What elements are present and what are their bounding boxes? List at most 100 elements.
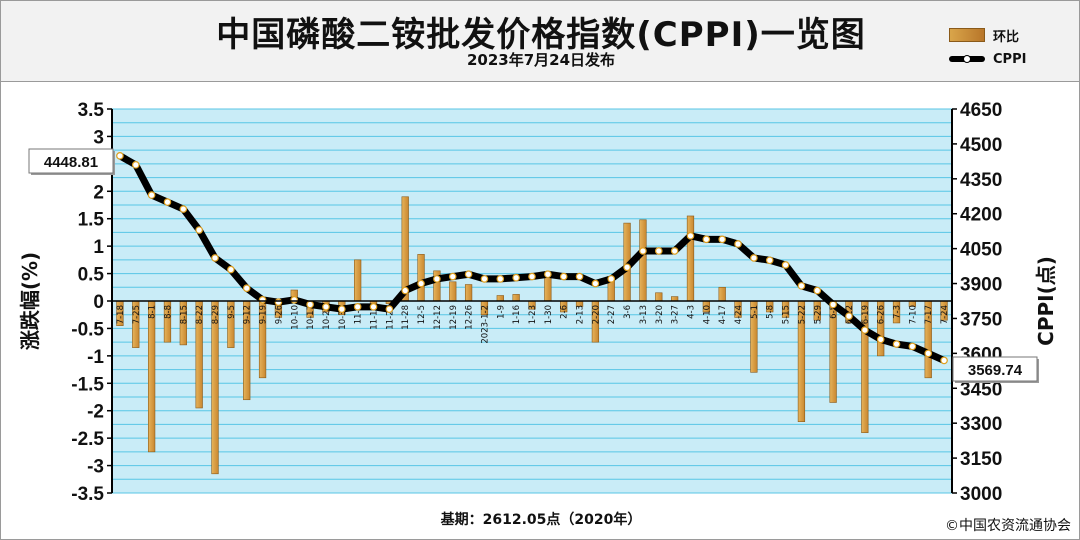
y1-tick-label: -1.5 bbox=[71, 374, 104, 395]
x-tick-label: 5-8 bbox=[766, 305, 776, 319]
line-point bbox=[179, 205, 188, 213]
x-tick-label: 7-18 bbox=[116, 305, 126, 324]
x-tick-label: 3-13 bbox=[639, 305, 649, 324]
line-point bbox=[861, 326, 869, 334]
base-period-note: 基期：2612.05点（2020年） bbox=[440, 512, 642, 528]
bar bbox=[544, 276, 552, 302]
bar bbox=[718, 286, 726, 302]
legend-line-label: CPPI bbox=[993, 51, 1027, 67]
line-point bbox=[670, 247, 679, 255]
line-point bbox=[876, 335, 885, 344]
chart-header: 中国磷酸二铵批发价格指数(CPPI)一览图 2023年7月24日发布 环比 CP… bbox=[1, 1, 1079, 82]
bar bbox=[147, 300, 156, 453]
x-tick-label: 3-20 bbox=[655, 305, 665, 324]
y1-tick-label: -0.5 bbox=[71, 319, 104, 340]
annotations: 4448.81 3569.74 bbox=[28, 148, 1039, 383]
bar-series bbox=[116, 196, 948, 475]
x-tick-label: 9-5 bbox=[227, 305, 237, 319]
line-point bbox=[654, 247, 663, 255]
y2-tick-label: 4650 bbox=[960, 100, 1002, 121]
y1-axis-label: 涨跌幅(%) bbox=[18, 252, 42, 350]
x-tick-label: 6-19 bbox=[861, 305, 871, 324]
y1-tick-label: 3 bbox=[93, 127, 104, 148]
bar bbox=[401, 196, 409, 302]
y2-axis-label: CPPI(点) bbox=[1034, 256, 1058, 346]
line-point bbox=[322, 303, 330, 311]
x-tick-label: 8-8 bbox=[163, 305, 173, 319]
line-series bbox=[116, 152, 948, 365]
x-tick-label: 7-25 bbox=[132, 305, 142, 324]
y1-tick-label: -1 bbox=[87, 347, 104, 368]
bar bbox=[496, 295, 504, 302]
bar bbox=[655, 292, 663, 302]
line-point bbox=[639, 247, 647, 255]
line-point bbox=[607, 275, 616, 283]
line-point bbox=[591, 279, 600, 288]
line-point bbox=[211, 254, 219, 262]
line-point bbox=[227, 265, 235, 274]
x-tick-label: 9-26 bbox=[274, 305, 284, 324]
x-tick-label: 10-10 bbox=[290, 305, 300, 330]
line-point bbox=[575, 272, 584, 281]
x-tick-label: 1-30 bbox=[544, 305, 554, 324]
line-point bbox=[353, 303, 362, 311]
x-tick-label: 12-19 bbox=[449, 305, 459, 330]
y1-tick-label: 0 bbox=[93, 292, 104, 313]
line-point bbox=[417, 279, 425, 288]
y2-tick-label: 3150 bbox=[960, 449, 1002, 470]
line-point bbox=[544, 270, 552, 279]
line-point bbox=[623, 263, 631, 272]
chart-legend: 环比 CPPI bbox=[949, 21, 1069, 73]
line-point bbox=[433, 275, 441, 283]
line-point bbox=[385, 305, 394, 313]
line-point bbox=[480, 275, 489, 283]
line-point bbox=[845, 312, 853, 320]
y2-tick-label: 3450 bbox=[960, 379, 1002, 400]
copyright-text: ©中国农资流通协会 bbox=[945, 518, 1071, 534]
line-point bbox=[813, 286, 822, 295]
y1-tick-label: -3 bbox=[87, 457, 104, 478]
line-point bbox=[131, 161, 140, 169]
x-tick-label: 1-16 bbox=[512, 305, 522, 324]
x-tick-label: 4-24 bbox=[734, 305, 744, 324]
y1-tick-label: 1 bbox=[93, 237, 104, 258]
line-point bbox=[464, 270, 473, 279]
y1-tick-label: 2 bbox=[93, 182, 104, 203]
x-tick-label: 3-6 bbox=[623, 305, 633, 319]
x-tick-label: 1-9 bbox=[496, 305, 506, 319]
legend-item-line: CPPI bbox=[949, 49, 1026, 69]
line-point bbox=[892, 340, 901, 348]
x-tick-label: 7-17 bbox=[924, 305, 934, 324]
line-point bbox=[702, 235, 711, 244]
bar bbox=[211, 300, 219, 475]
y2-tick-label: 3900 bbox=[960, 275, 1002, 296]
y2-tick-label: 3750 bbox=[960, 309, 1002, 330]
line-point bbox=[258, 296, 267, 304]
x-tick-label: 5-1 bbox=[750, 305, 760, 319]
line-point bbox=[369, 303, 378, 311]
x-tick-label: 4-17 bbox=[718, 305, 728, 324]
bar bbox=[354, 259, 362, 302]
bar bbox=[686, 215, 695, 302]
line-point bbox=[163, 198, 172, 206]
annotation-end-value: 3569.74 bbox=[952, 356, 1039, 383]
line-point bbox=[940, 356, 948, 365]
line-point bbox=[147, 191, 156, 199]
line-point bbox=[242, 284, 251, 293]
x-tick-label: 8-15 bbox=[179, 305, 189, 324]
x-tick-label: 9-19 bbox=[259, 305, 269, 324]
combo-chart: 7-18 7-25 8-1 8-8 8-15 8-22 8-29 9-5 9-12 9-19 9-2… bbox=[18, 100, 1058, 505]
gridlines bbox=[112, 108, 952, 494]
x-tick-label: 2023-1-2 bbox=[480, 305, 490, 344]
line-point bbox=[290, 296, 299, 304]
line-point bbox=[116, 152, 124, 160]
y1-tick-label: 0.5 bbox=[78, 265, 105, 286]
y2-tick-label: 3300 bbox=[960, 414, 1002, 435]
y1-tick-label: -3.5 bbox=[71, 484, 104, 505]
legend-bar-swatch bbox=[949, 28, 985, 42]
x-tick-label: 11-7 bbox=[354, 305, 364, 324]
x-tick-label: 5-29 bbox=[813, 305, 823, 324]
x-tick-label: 5-22 bbox=[797, 305, 807, 324]
line-point bbox=[686, 232, 695, 240]
y1-axis-ticks: -3.5-3-2.5-2-1.5-1-0.500.511.522.533.5 bbox=[71, 100, 112, 505]
